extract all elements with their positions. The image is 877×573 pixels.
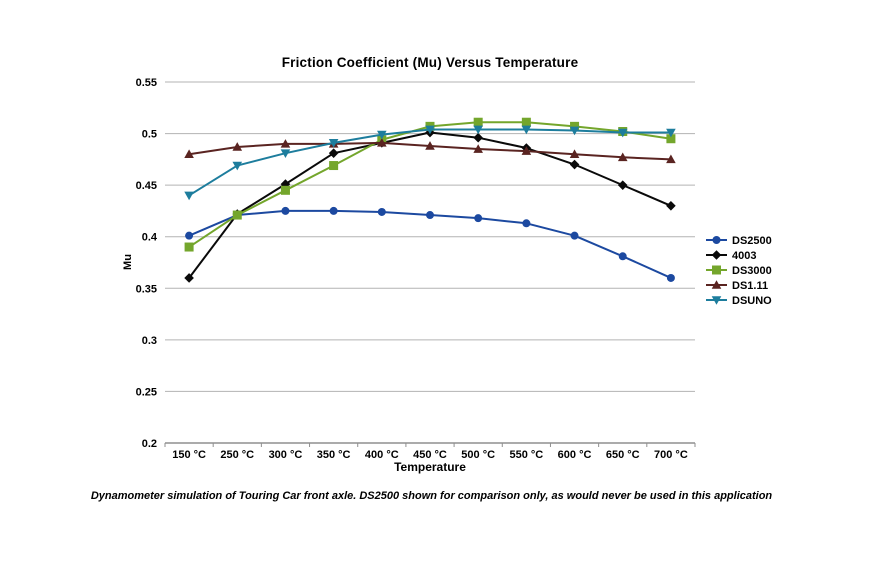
triangle-up-marker [377, 138, 387, 147]
square-marker [666, 134, 676, 144]
triangle-down-marker [666, 128, 676, 138]
triangle-down-marker [377, 130, 387, 140]
x-tick-label: 300 °C [269, 449, 303, 461]
series-line-4003 [188, 131, 672, 279]
x-tick-label: 250 °C [220, 449, 254, 461]
x-tick-label: 400 °C [365, 449, 399, 461]
legend-item-4003: 4003 [706, 250, 756, 262]
x-axis-title: Temperature [394, 460, 466, 474]
legend-item-DS3000: DS3000 [706, 265, 772, 277]
circle-marker [712, 236, 721, 244]
x-tick-label: 550 °C [509, 449, 543, 461]
square-marker [473, 117, 483, 127]
x-tick-label: 600 °C [558, 449, 592, 461]
triangle-down-marker [425, 125, 435, 135]
legend-label: DS2500 [732, 235, 772, 247]
circle-marker [426, 211, 434, 220]
square-marker [521, 117, 531, 127]
x-tick-label: 450 °C [413, 449, 447, 461]
diamond-marker [569, 159, 580, 170]
triangle-up-marker [473, 144, 483, 153]
square-marker [280, 185, 290, 195]
diamond-marker [184, 273, 194, 283]
circle-marker [618, 252, 627, 261]
triangle-up-marker [184, 149, 194, 158]
triangle-down-marker [473, 125, 483, 135]
y-tick-label: 0.5 [142, 129, 157, 141]
x-tick-label: 350 °C [317, 449, 351, 461]
circle-marker [281, 206, 290, 215]
triangle-down-marker [617, 128, 628, 138]
y-tick-label: 0.2 [142, 438, 157, 450]
legend-item-DS2500: DS2500 [706, 235, 772, 247]
triangle-up-marker [666, 154, 676, 164]
y-tick-label: 0.3 [142, 335, 157, 347]
square-marker [570, 121, 580, 131]
y-axis-title: Mu [122, 254, 134, 270]
diamond-marker [711, 250, 722, 260]
diamond-marker [617, 180, 628, 190]
triangle-up-marker [569, 149, 580, 158]
y-tick-label: 0.4 [142, 232, 158, 244]
x-tick-label: 500 °C [461, 449, 495, 461]
series-line-DS3000 [188, 121, 672, 248]
triangle-down-marker [328, 139, 339, 148]
triangle-up-marker [280, 139, 291, 148]
legend-item-DSUNO: DSUNO [706, 295, 772, 307]
x-tick-label: 700 °C [654, 449, 688, 461]
square-marker [184, 242, 194, 252]
circle-marker [329, 206, 338, 215]
y-tick-label: 0.55 [136, 77, 157, 89]
triangle-down-marker [521, 125, 532, 135]
circle-marker [474, 214, 483, 223]
y-tick-label: 0.35 [136, 283, 157, 295]
x-tick-label: 650 °C [606, 449, 640, 461]
circle-marker [522, 219, 531, 228]
circle-marker [666, 273, 675, 282]
triangle-up-marker [711, 280, 722, 289]
triangle-down-marker [280, 149, 291, 158]
circle-marker [377, 207, 386, 216]
square-marker [232, 210, 242, 220]
diamond-marker [473, 132, 483, 143]
square-marker [712, 265, 721, 275]
chart-caption: Dynamometer simulation of Touring Car fr… [90, 490, 773, 502]
triangle-up-marker [617, 152, 628, 162]
triangle-up-marker [425, 141, 435, 150]
y-tick-label: 0.45 [136, 180, 157, 192]
triangle-down-marker [569, 126, 580, 136]
legend-label: DSUNO [732, 295, 772, 307]
circle-marker [570, 231, 579, 240]
chart-title: Friction Coefficient (Mu) Versus Tempera… [281, 55, 579, 70]
diamond-marker [666, 200, 676, 211]
series-line-DS2500 [188, 209, 672, 279]
square-marker [329, 161, 339, 171]
triangle-down-marker [184, 191, 194, 201]
legend-label: 4003 [732, 250, 756, 262]
legend-label: DS1.11 [732, 280, 768, 292]
triangle-up-marker [521, 146, 532, 155]
legend-item-DS1.11: DS1.11 [706, 280, 768, 292]
x-tick-label: 150 °C [172, 449, 206, 461]
diamond-marker [328, 148, 339, 158]
circle-marker [185, 231, 194, 240]
legend-label: DS3000 [732, 265, 772, 277]
y-tick-label: 0.25 [136, 386, 157, 398]
triangle-down-marker [711, 296, 722, 305]
triangle-up-marker [232, 142, 243, 151]
triangle-down-marker [232, 161, 243, 171]
